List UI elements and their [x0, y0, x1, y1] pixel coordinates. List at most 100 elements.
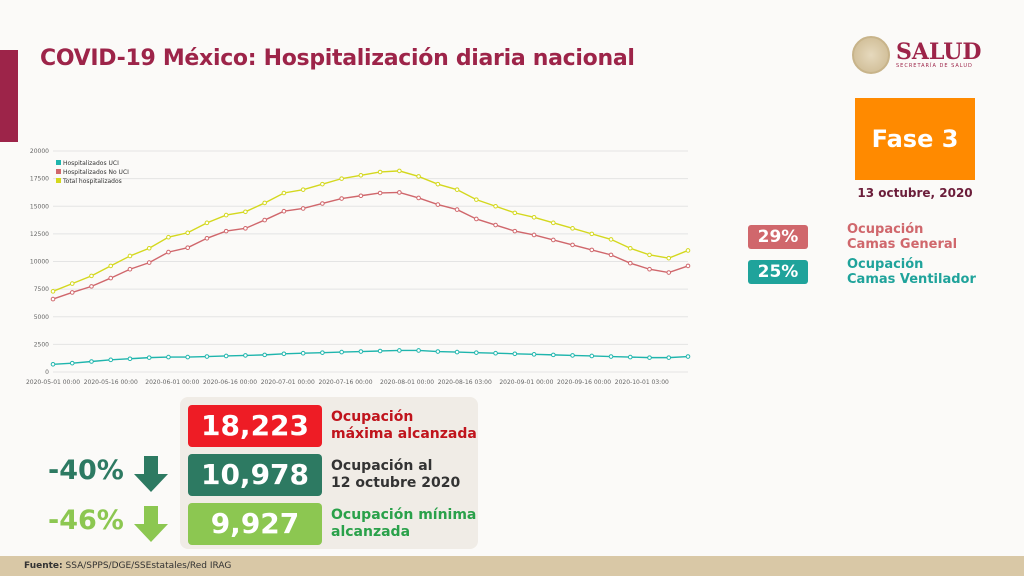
phase-date: 13 octubre, 2020 — [857, 186, 973, 200]
y-tick-label: 10000 — [30, 259, 49, 266]
label-line: alcanzada — [331, 524, 411, 540]
x-tick-label: 2020-08-16 03:00 — [438, 379, 492, 386]
label-line: Ocupación — [331, 409, 414, 425]
data-point — [166, 354, 171, 360]
data-point — [358, 349, 364, 354]
legend-swatch — [56, 169, 61, 174]
legend-label: Total hospitalizados — [62, 178, 122, 185]
data-point — [647, 252, 652, 258]
label-line: 12 octubre 2020 — [331, 475, 461, 491]
data-point — [108, 357, 114, 363]
data-point — [435, 349, 441, 354]
y-tick-label: 5000 — [34, 314, 49, 321]
data-point — [416, 195, 421, 201]
data-point — [377, 169, 383, 175]
data-point — [243, 226, 248, 231]
data-point — [627, 260, 633, 266]
label-line: Ocupación mínima — [331, 507, 477, 523]
data-point — [339, 196, 344, 201]
logo-name: SALUD — [896, 39, 982, 65]
data-point — [69, 290, 75, 295]
data-point — [627, 354, 633, 360]
data-point — [185, 245, 190, 250]
data-point — [320, 201, 325, 206]
data-point — [320, 350, 325, 355]
data-point — [627, 245, 633, 251]
phase-badge: Fase 3 — [855, 98, 975, 180]
label-line: Camas Ventilador — [847, 272, 976, 287]
data-point — [531, 215, 537, 220]
data-point — [666, 255, 672, 261]
ventilator-beds-label: Ocupación Camas Ventilador — [847, 257, 976, 287]
data-point — [281, 190, 287, 196]
data-point — [512, 228, 518, 234]
data-point — [185, 230, 190, 236]
data-point — [50, 289, 56, 294]
data-point — [166, 249, 171, 255]
hospitalization-chart: 0 2500 5000 7500 10000 12500 15000 17500 20000 20… — [26, 148, 691, 386]
data-point — [647, 355, 652, 360]
data-point — [608, 252, 614, 258]
label-line: Ocupación al — [331, 458, 433, 474]
data-point — [377, 190, 383, 196]
data-point — [493, 222, 498, 228]
legend-swatch — [56, 178, 61, 183]
data-point — [377, 348, 383, 354]
source-label: Fuente: — [24, 561, 63, 571]
series-line — [52, 170, 689, 292]
legend-label: Hospitalizados UCI — [63, 160, 119, 167]
data-point — [89, 284, 94, 289]
data-point — [339, 349, 344, 355]
data-point — [127, 356, 133, 362]
min-change-pct: -46% — [48, 505, 124, 536]
data-point — [89, 359, 94, 364]
data-point — [551, 237, 556, 243]
page-title: COVID-19 México: Hospitalización diaria … — [40, 46, 635, 71]
label-line: máxima alcanzada — [331, 426, 477, 442]
data-point — [685, 354, 691, 359]
data-point — [454, 349, 460, 355]
data-point — [262, 352, 267, 358]
logo-subtitle: SECRETARÍA DE SALUD — [896, 63, 973, 69]
data-point — [50, 361, 56, 367]
data-point — [166, 234, 171, 240]
data-point — [416, 174, 421, 179]
data-point — [397, 168, 402, 174]
data-point — [512, 351, 518, 357]
data-point — [281, 351, 287, 357]
y-tick-label: 2500 — [34, 341, 49, 348]
legend-swatch — [56, 160, 61, 165]
data-point — [69, 281, 75, 286]
data-point — [589, 353, 595, 359]
x-tick-label: 2020-10-01 03:00 — [615, 379, 669, 386]
x-tick-label: 2020-08-01 00:00 — [380, 379, 434, 386]
y-tick-label: 0 — [45, 369, 49, 376]
data-point — [108, 275, 114, 281]
current-occupancy-value: 10,978 — [188, 454, 322, 496]
data-point — [474, 197, 479, 202]
data-point — [512, 210, 518, 216]
salud-logo: SALUD SECRETARÍA DE SALUD — [852, 36, 982, 74]
y-tick-label: 20000 — [30, 148, 49, 155]
data-point — [300, 187, 306, 192]
data-point — [647, 266, 652, 272]
label-line: Ocupación — [847, 222, 924, 237]
x-tick-label: 2020-09-01 00:00 — [499, 379, 553, 386]
data-point — [551, 352, 556, 358]
data-point — [127, 266, 133, 272]
data-point — [339, 176, 344, 181]
data-point — [69, 360, 75, 366]
footer-source: Fuente: SSA/SPPS/DGE/SSEstatales/Red IRA… — [0, 556, 1024, 576]
series-line — [52, 191, 689, 300]
x-tick-label: 2020-06-16 00:00 — [203, 379, 257, 386]
data-point — [435, 202, 441, 207]
data-point — [685, 263, 691, 269]
data-point — [685, 248, 691, 253]
data-point — [397, 190, 402, 195]
max-occupancy-value: 18,223 — [188, 405, 322, 447]
min-occupancy-label: Ocupación mínima alcanzada — [331, 507, 476, 541]
data-point — [454, 207, 460, 212]
label-line: Camas General — [847, 237, 958, 252]
data-point — [262, 217, 267, 223]
data-point — [127, 253, 133, 259]
